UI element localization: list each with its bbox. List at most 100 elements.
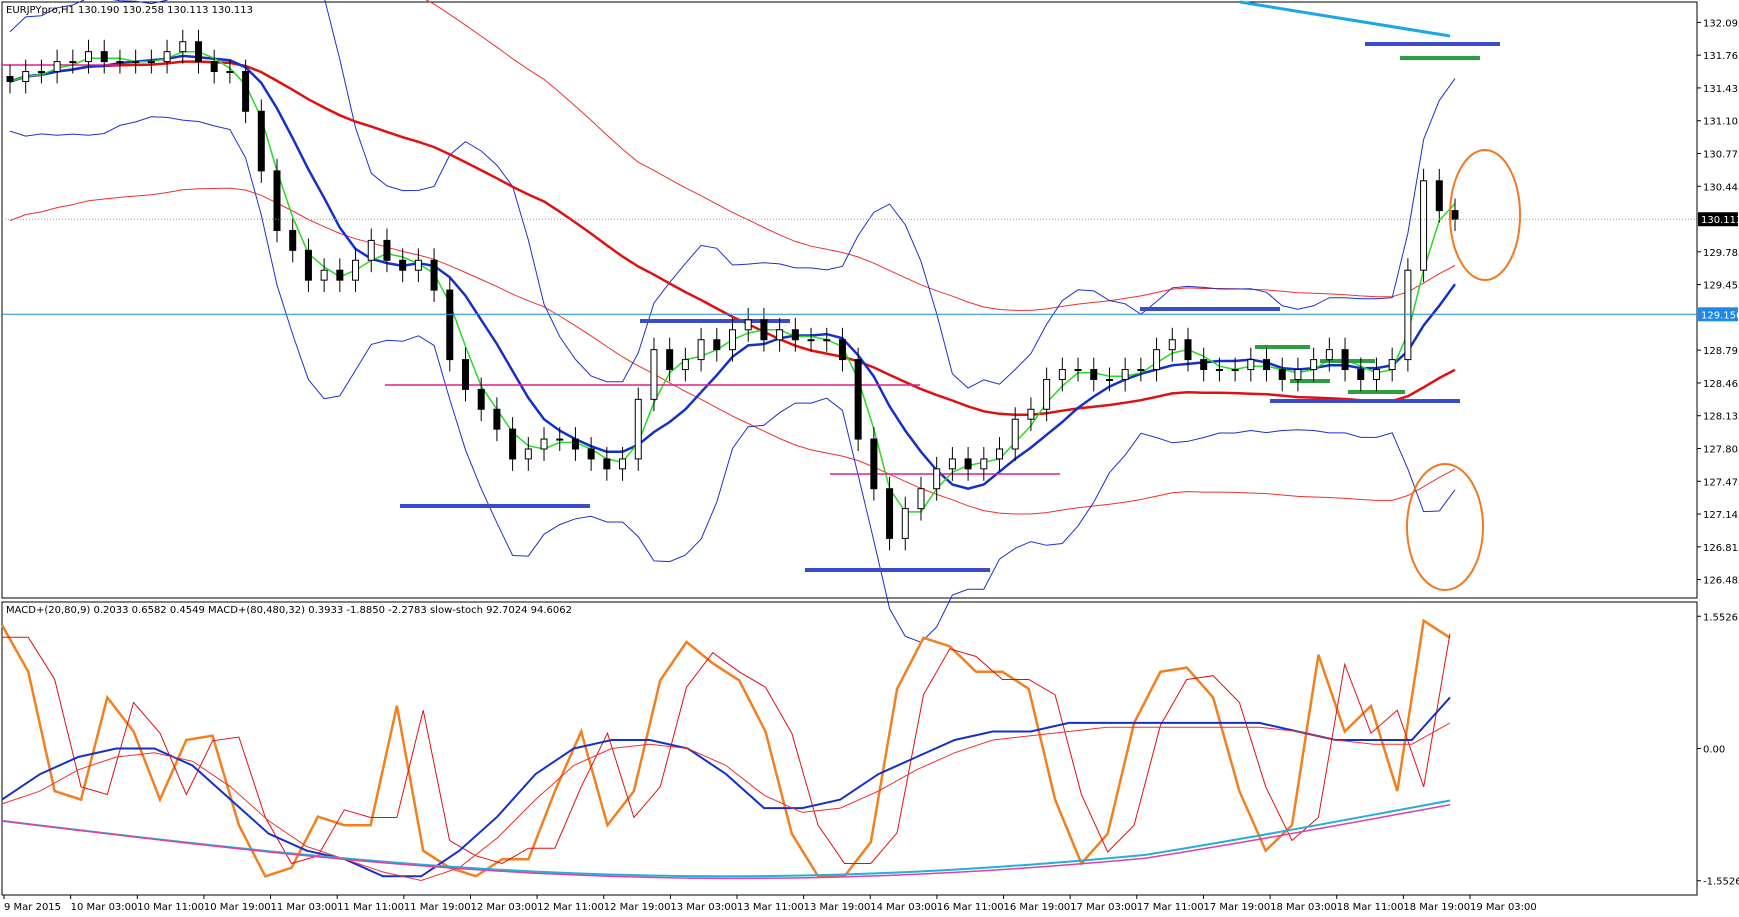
candle-body [430,259,438,291]
candle-body [870,438,878,490]
candle-body [179,41,187,53]
candle-body [1105,378,1113,381]
candle-body [1263,359,1271,371]
candle-body [1404,269,1412,361]
macd-fast-line [1,696,1451,878]
candle-body [713,339,721,351]
candle-body [791,329,799,341]
candle-body [1200,359,1208,371]
price-tick-label: 132.095 [1703,18,1739,29]
candle-body [100,51,108,63]
candle-body [729,329,736,351]
candle-body [1231,369,1239,372]
candle-body [194,41,202,63]
time-tick-label: 11 Mar 03:00 [271,902,338,913]
cyan-trend-line [1239,0,1451,38]
candle-body [823,339,831,342]
indicator-lines [0,618,1451,882]
price-tick-label: 128.795 [1703,346,1739,357]
candle-body [980,458,988,470]
time-tick-label: 10 Mar 03:00 [71,902,138,913]
time-tick-label: 18 Mar 11:00 [1337,902,1404,913]
candle-body [1011,418,1019,450]
candle-body [744,319,752,331]
candle-body [1074,369,1082,372]
candle-body [226,71,234,74]
candle-body [697,339,705,361]
indicator-tick-label: -1.5526 [1703,877,1739,888]
price-tick-label: 126.815 [1703,543,1739,554]
candle-body [1215,369,1223,372]
time-tick-label: 16 Mar 11:00 [937,902,1004,913]
candle-body [367,239,375,261]
indicator-panel [1,601,1698,896]
candle-body [1027,408,1035,420]
candle-body [273,170,281,231]
candle-body [1357,369,1365,380]
candle-body [336,269,344,281]
candle-body [1090,369,1098,380]
candle-body [37,71,45,74]
candle-body [1058,369,1066,380]
candle-body [556,438,564,441]
axes: 132.095 131.765 131.435 131.105 130.775 130.4… [3,18,1739,913]
candle-body [132,61,140,64]
candle-body [1325,349,1333,361]
candle-body [1294,369,1302,380]
bollinger-lower-line [9,116,1456,643]
indicator-tick-label: 0.00 [1703,745,1725,756]
candle-body [807,339,815,342]
candle-body [681,359,689,371]
candle-body [1451,210,1459,220]
hline-price-tag [1698,307,1738,322]
price-tick-label: 130.775 [1703,149,1739,160]
candle-body [760,319,768,341]
envelope-lower-line [9,187,1456,515]
candle-body [446,289,454,361]
candle-body [1121,369,1129,380]
chart-title: EURJPYpro,H1 130.190 130.258 130.113 130… [6,5,253,16]
candlesticks [6,29,1459,551]
time-tick-label: 16 Mar 19:00 [1004,902,1071,913]
candle-body [524,448,532,460]
main-panel [1,1,1698,599]
time-tick-label: 13 Mar 03:00 [670,902,737,913]
price-tick-label: 126.485 [1703,576,1739,587]
time-tick-label: 12 Mar 11:00 [537,902,604,913]
candle-body [634,398,642,460]
hline-price-label: 129.156 [1701,310,1739,321]
candle-body [242,71,250,112]
candle-body [257,110,265,172]
ma-slow-red-line [9,60,1456,416]
time-tick-label: 17 Mar 11:00 [1137,902,1204,913]
candle-body [540,438,548,450]
candle-body [1153,349,1161,371]
candle-body [666,349,674,371]
price-tick-label: 130.445 [1703,182,1739,193]
candle-body [352,259,360,281]
slow-stoch-main-line [0,618,1451,878]
time-tick-label: 13 Mar 19:00 [804,902,871,913]
time-tick-label: 18 Mar 19:00 [1403,902,1470,913]
bollinger-bands [9,0,1456,643]
candle-body [1278,369,1286,380]
price-tick-label: 131.765 [1703,51,1739,62]
candle-body [289,229,297,251]
candle-body [1388,359,1396,371]
current-price-tag [1698,212,1738,227]
candle-body [854,359,862,440]
candle-body [147,61,155,64]
orange-circle-lower [1406,463,1484,591]
macd-slow-pink-line [1,803,1451,880]
indicator-title: MACD+(20,80,9) 0.2033 0.6582 0.4549 MACD… [6,605,572,616]
candle-body [383,239,391,261]
candle-body [1043,378,1051,410]
candle-body [1420,180,1428,271]
candle-body [477,388,485,410]
candle-body [210,61,218,73]
candle-body [399,259,407,271]
candle-body [650,349,658,400]
candle-body [1435,180,1443,212]
candle-body [964,458,972,470]
time-tick-label: 12 Mar 03:00 [470,902,537,913]
